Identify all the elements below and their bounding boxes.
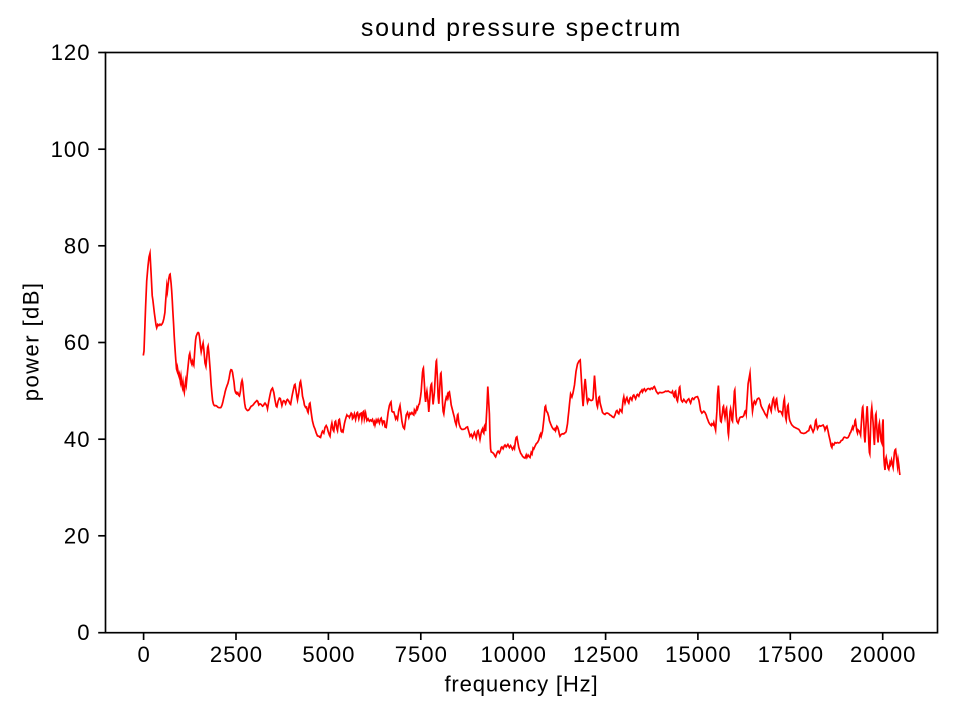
svg-text:40: 40 [64, 427, 91, 452]
svg-text:17500: 17500 [758, 642, 824, 667]
svg-text:0: 0 [77, 620, 90, 645]
svg-text:60: 60 [64, 330, 91, 355]
svg-text:2500: 2500 [210, 642, 263, 667]
svg-text:7500: 7500 [395, 642, 448, 667]
svg-text:5000: 5000 [302, 642, 355, 667]
svg-text:100: 100 [51, 137, 91, 162]
svg-text:10000: 10000 [480, 642, 546, 667]
svg-text:80: 80 [64, 233, 91, 258]
svg-text:20: 20 [64, 523, 91, 548]
svg-text:120: 120 [51, 40, 91, 65]
svg-text:frequency [Hz]: frequency [Hz] [444, 671, 598, 696]
svg-text:sound pressure spectrum: sound pressure spectrum [361, 14, 682, 42]
svg-text:15000: 15000 [665, 642, 731, 667]
svg-text:0: 0 [137, 642, 150, 667]
svg-text:12500: 12500 [573, 642, 639, 667]
svg-text:20000: 20000 [850, 642, 916, 667]
svg-text:power [dB]: power [dB] [18, 282, 43, 402]
